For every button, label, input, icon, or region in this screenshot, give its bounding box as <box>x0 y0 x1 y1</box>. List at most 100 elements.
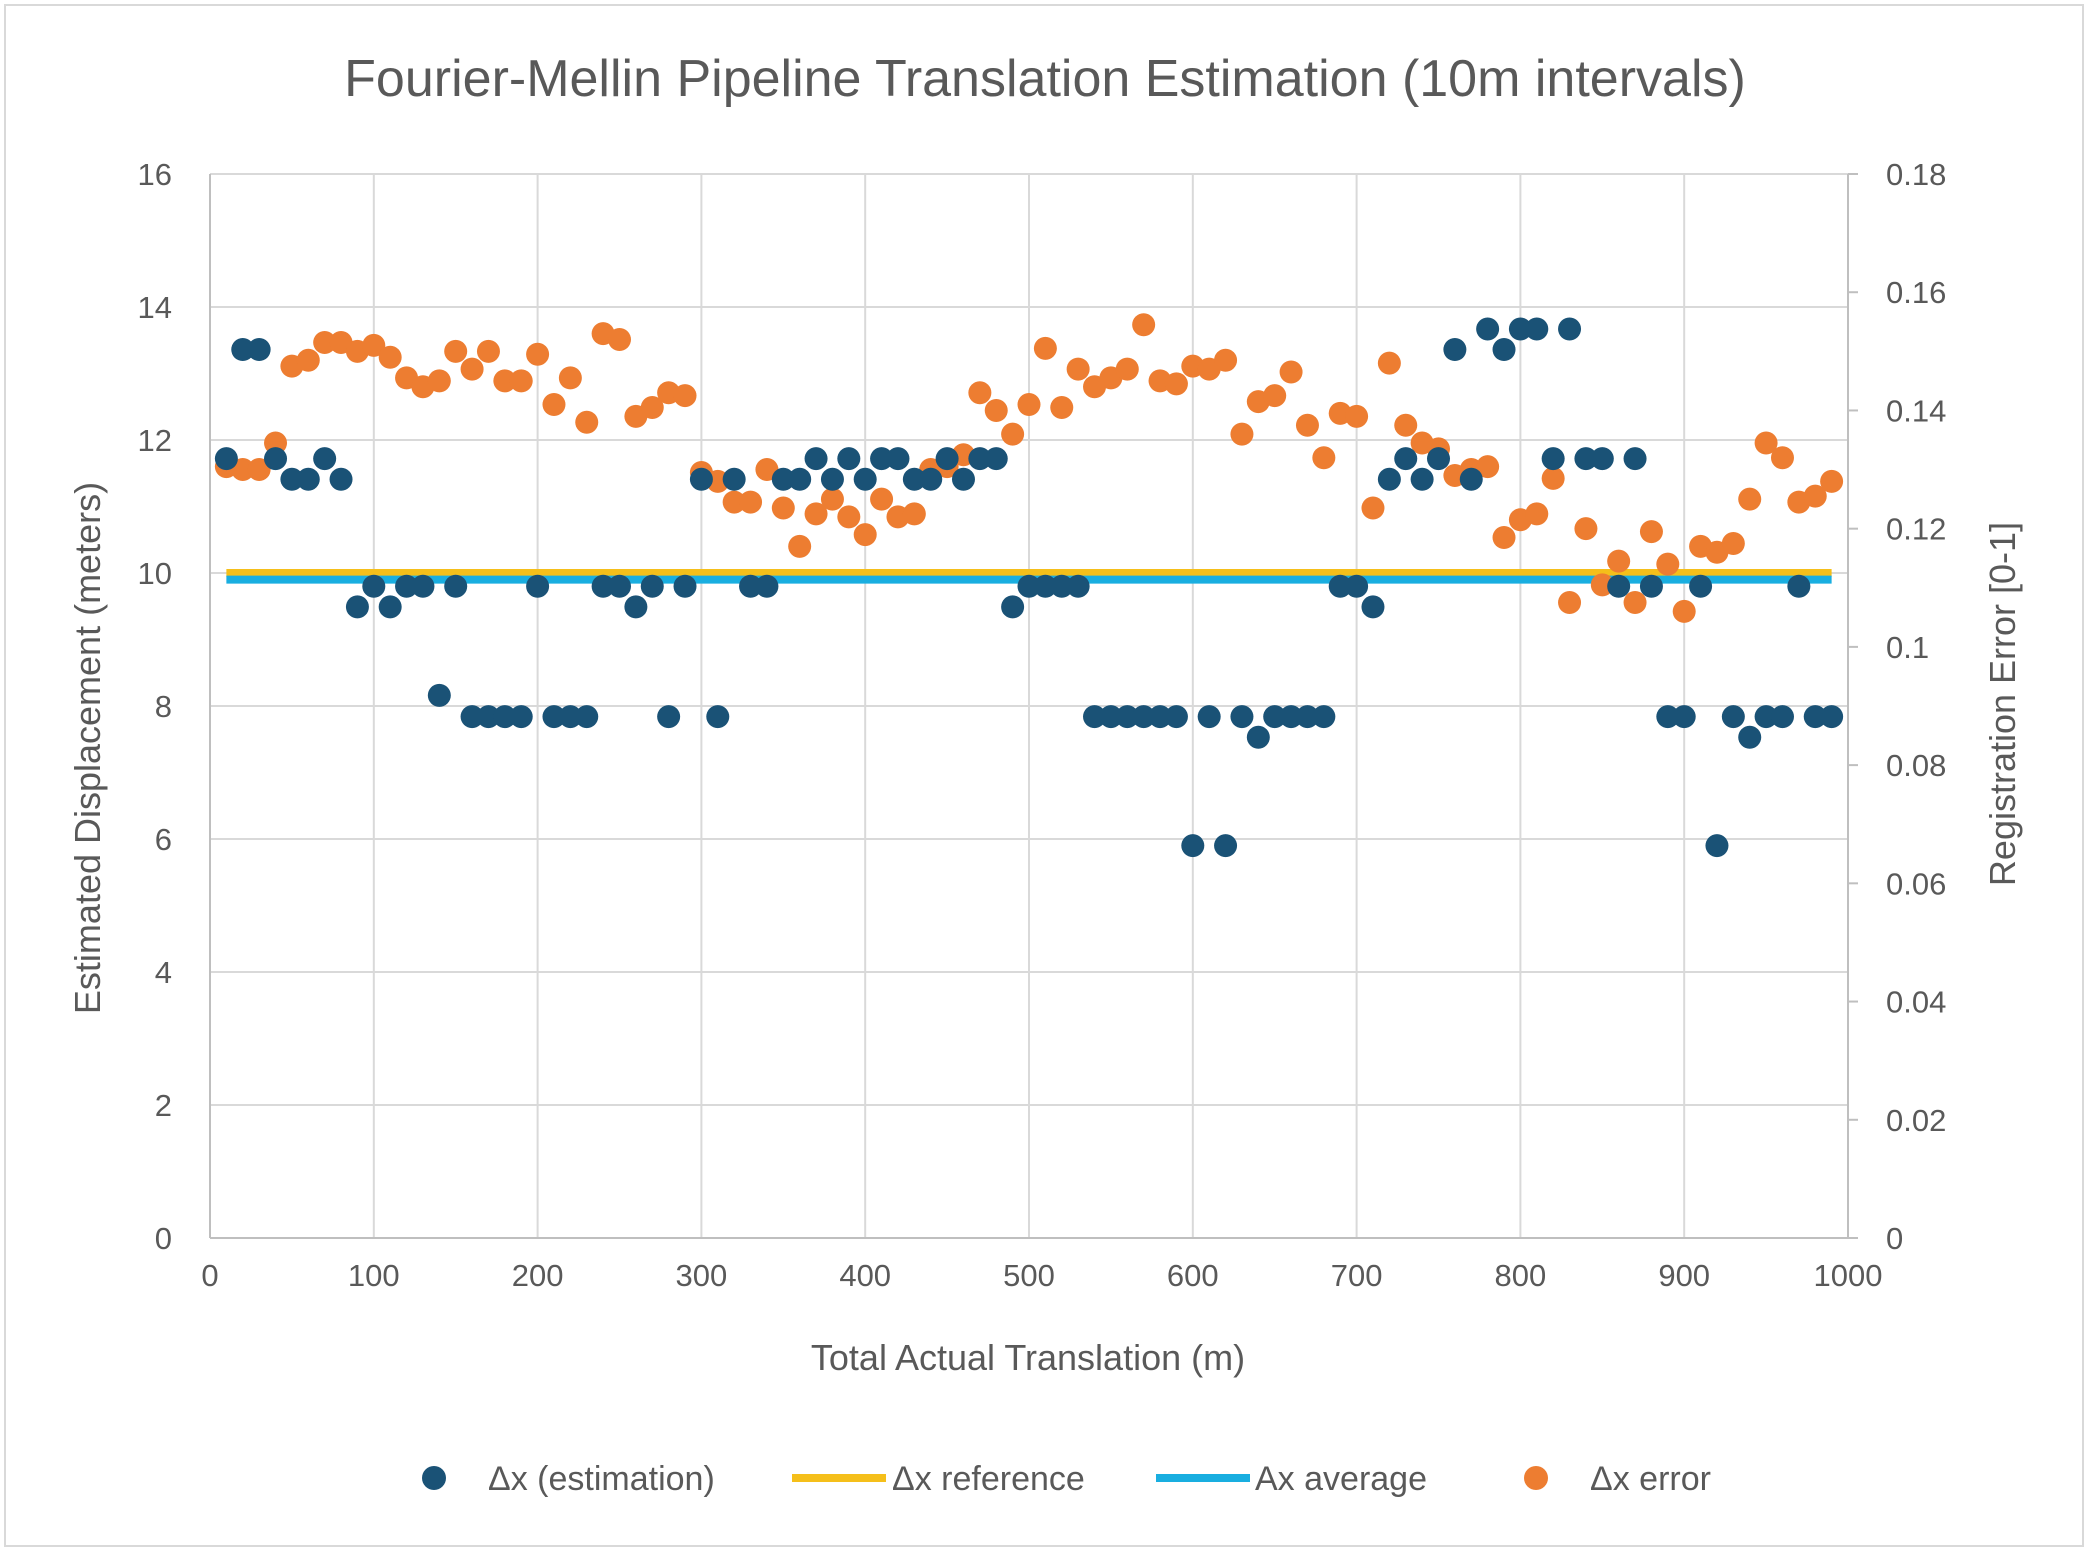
estimation-point <box>427 683 451 707</box>
y2-tick-label: 0.08 <box>1886 748 1946 783</box>
estimation-point <box>1181 834 1205 858</box>
estimation-point <box>1377 467 1401 491</box>
estimation-point <box>214 447 238 471</box>
series-points <box>214 313 1844 858</box>
estimation-point <box>1394 447 1418 471</box>
estimation-point <box>984 447 1008 471</box>
estimation-point <box>1476 317 1500 341</box>
estimation-point <box>231 338 255 362</box>
y2-tick-label: 0.12 <box>1886 512 1946 547</box>
estimation-point <box>1558 317 1582 341</box>
x-tick-label: 1000 <box>1814 1258 1883 1293</box>
x-tick-label: 900 <box>1658 1258 1710 1293</box>
error-point <box>427 369 451 393</box>
y2-axis-title: Registration Error [0-1] <box>1982 522 2023 886</box>
estimation-point <box>1459 467 1483 491</box>
error-point <box>1721 531 1745 555</box>
estimation-point <box>1639 574 1663 598</box>
estimation-point <box>1295 705 1319 729</box>
estimation-point <box>1263 705 1287 729</box>
error-point <box>493 369 517 393</box>
estimation-point <box>739 574 763 598</box>
estimation-point <box>1705 834 1729 858</box>
estimation-point <box>1230 705 1254 729</box>
estimation-point <box>902 467 926 491</box>
error-point <box>247 458 271 482</box>
y-tick-labels: 0 2 4 6 8 10 12 14 16 <box>138 157 172 1256</box>
error-point <box>378 345 402 369</box>
estimation-point <box>1345 574 1369 598</box>
error-point <box>1279 360 1303 384</box>
y-tick-label: 4 <box>155 955 172 990</box>
estimation-point <box>624 595 648 619</box>
estimation-point <box>476 705 500 729</box>
estimation-point <box>1656 705 1680 729</box>
estimation-point <box>1590 447 1614 471</box>
error-point <box>1017 393 1041 417</box>
y2-tick-label: 0.1 <box>1886 630 1929 665</box>
legend-label: Ax average <box>1255 1460 1427 1498</box>
error-point <box>460 357 484 381</box>
error-point <box>1361 496 1385 520</box>
error-point <box>313 330 337 354</box>
error-point <box>509 369 533 393</box>
y2-tick-label: 0.14 <box>1886 393 1946 428</box>
estimation-point <box>509 705 533 729</box>
legend-marker <box>422 1466 446 1490</box>
y-tick-label: 12 <box>138 423 172 458</box>
error-point <box>673 384 697 408</box>
estimation-point <box>345 595 369 619</box>
estimation-point <box>1623 447 1647 471</box>
x-tick-label: 300 <box>676 1258 728 1293</box>
error-point <box>526 342 550 366</box>
estimation-point <box>1148 705 1172 729</box>
estimation-point <box>1770 705 1794 729</box>
estimation-point <box>1721 705 1745 729</box>
estimation-point <box>1754 705 1778 729</box>
estimation-point <box>1066 574 1090 598</box>
estimation-point <box>657 705 681 729</box>
error-point <box>1214 348 1238 372</box>
x-tick-labels: 0 100 200 300 400 500 600 700 800 900 1000 <box>201 1258 1882 1293</box>
error-point <box>1623 591 1647 615</box>
estimation-point <box>1361 595 1385 619</box>
estimation-point <box>313 447 337 471</box>
estimation-point <box>444 574 468 598</box>
error-point <box>558 366 582 390</box>
error-point <box>1377 351 1401 375</box>
y-tick-label: 6 <box>155 822 172 857</box>
legend-label: Δx reference <box>892 1460 1085 1498</box>
estimation-point <box>804 447 828 471</box>
estimation-point <box>886 447 910 471</box>
error-point <box>1574 517 1598 541</box>
error-point <box>1558 591 1582 615</box>
error-point <box>739 490 763 514</box>
estimation-point <box>755 574 779 598</box>
estimation-point <box>1672 705 1696 729</box>
error-point <box>1770 446 1794 470</box>
error-point <box>902 502 926 526</box>
estimation-point <box>1214 834 1238 858</box>
y-tick-label: 8 <box>155 689 172 724</box>
error-point <box>1230 422 1254 446</box>
x-tick-label: 600 <box>1167 1258 1219 1293</box>
error-point <box>1656 552 1680 576</box>
estimation-point <box>460 705 484 729</box>
estimation-point <box>1083 705 1107 729</box>
error-point <box>1476 455 1500 479</box>
estimation-point <box>362 574 386 598</box>
estimation-point <box>1164 705 1188 729</box>
estimation-point <box>722 467 746 491</box>
error-point <box>476 339 500 363</box>
error-point <box>1525 502 1549 526</box>
error-point <box>231 458 255 482</box>
y2-tick-labels: 0 0.02 0.04 0.06 0.08 0.1 0.12 0.14 0.16 0.18 <box>1886 157 1946 1256</box>
legend-marker <box>1524 1466 1548 1490</box>
estimation-point <box>1427 447 1450 471</box>
y-axis-title: Estimated Displacement (meters) <box>67 482 108 1014</box>
error-point <box>1541 466 1565 490</box>
error-point <box>1672 599 1696 623</box>
x-tick-label: 400 <box>839 1258 891 1293</box>
estimation-point <box>951 467 975 491</box>
estimation-point <box>837 447 861 471</box>
